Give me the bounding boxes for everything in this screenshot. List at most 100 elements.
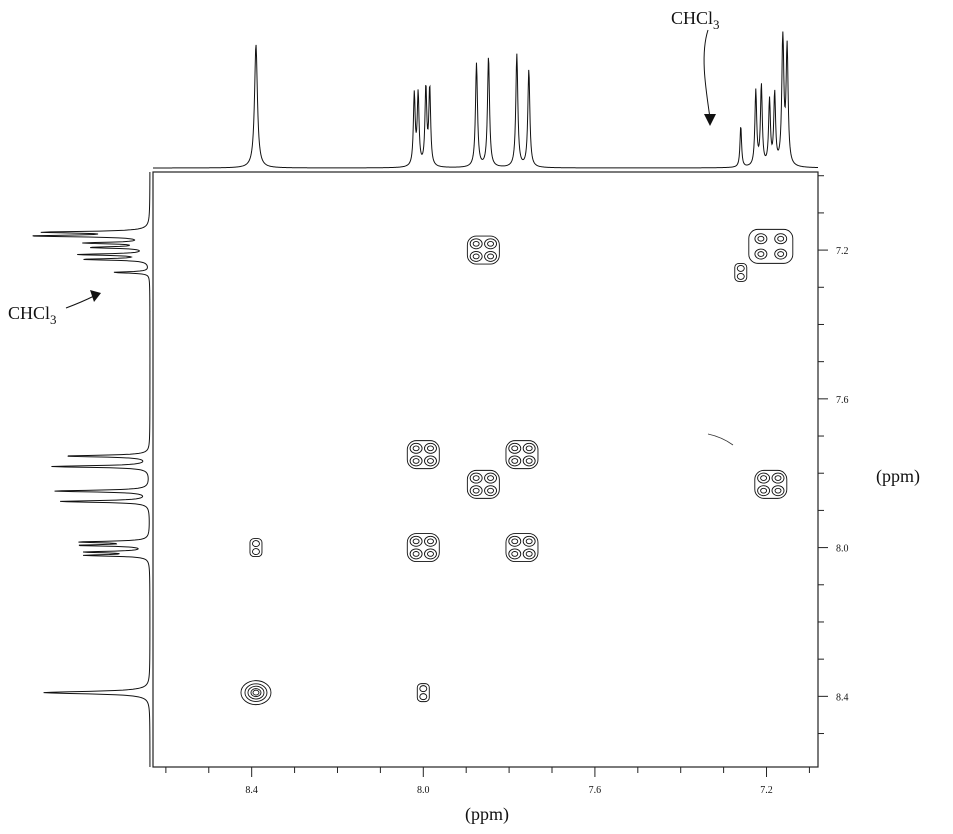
stray-mark — [707, 433, 734, 446]
chcl3-top-arrow — [703, 29, 711, 119]
contour-ring — [508, 535, 522, 547]
contour-ring — [484, 250, 498, 262]
contour-ring — [469, 485, 483, 497]
cross-peak — [466, 469, 500, 499]
cross-peak — [734, 262, 748, 282]
contour-ring — [754, 248, 768, 260]
contour-ring — [419, 685, 428, 693]
chcl3-label-left: CHCl3 — [8, 290, 101, 327]
contour-ring — [508, 548, 522, 560]
contour-ring — [484, 238, 498, 250]
plot-frame — [152, 171, 819, 768]
contour-ring — [484, 485, 498, 497]
contour-ring — [774, 487, 782, 494]
contour-ring — [771, 485, 785, 497]
contour-ring — [771, 472, 785, 484]
contour-ring — [754, 233, 768, 245]
y-tick-label: 8.4 — [836, 692, 849, 703]
contour-ring — [409, 455, 423, 467]
chcl3-left-arrowhead — [90, 290, 101, 302]
contour-ring — [511, 538, 519, 545]
cross-peak — [505, 440, 539, 470]
contour-ring — [774, 233, 788, 245]
chcl3-left-arrow — [65, 295, 95, 309]
chcl3-left-sub: 3 — [50, 312, 57, 327]
cross-peak — [754, 469, 788, 499]
contour-outline — [466, 235, 500, 265]
x-tick-label: 7.6 — [589, 785, 602, 796]
contour-ring — [424, 442, 437, 454]
contour-ring — [427, 445, 434, 452]
contour-ring — [409, 442, 423, 454]
x-axis: 8.4 8.0 7.6 7.2 — [165, 767, 810, 796]
contour-ring — [487, 487, 495, 494]
cross-peaks — [240, 228, 794, 706]
cross-peak — [505, 533, 539, 563]
contour-ring — [424, 548, 437, 560]
contour-outline — [505, 533, 539, 563]
contour-ring — [469, 238, 483, 250]
x-tick-label: 7.2 — [760, 785, 773, 796]
contour-ring — [522, 535, 536, 547]
contour-outline — [754, 469, 788, 499]
contour-ring — [757, 472, 771, 484]
top-1d-spectrum — [153, 31, 819, 169]
contour-ring — [409, 548, 423, 560]
x-axis-label: (ppm) — [465, 804, 509, 825]
contour-ring — [511, 551, 519, 557]
contour-ring — [247, 685, 265, 700]
y-axis: 7.2 7.6 8.0 8.4 — [818, 175, 849, 735]
svg-text:CHCl3: CHCl3 — [8, 303, 57, 327]
contour-ring — [487, 240, 495, 247]
contour-ring — [252, 540, 260, 548]
contour-ring — [508, 442, 522, 454]
contour-ring — [472, 240, 480, 247]
contour-ring — [412, 445, 420, 452]
contour-ring — [522, 455, 536, 467]
contour-ring — [252, 689, 260, 696]
contour-ring — [427, 551, 434, 557]
contour-ring — [774, 475, 782, 481]
contour-outline — [406, 440, 440, 470]
x-tick-label: 8.0 — [417, 785, 430, 796]
contour-ring — [522, 548, 536, 560]
contour-ring — [487, 475, 495, 481]
contour-ring — [469, 250, 483, 262]
contour-ring — [244, 683, 268, 702]
contour-ring — [427, 458, 434, 464]
contour-ring — [511, 445, 519, 452]
contour-outline — [249, 538, 263, 558]
contour-ring — [757, 251, 765, 257]
contour-ring — [412, 538, 420, 545]
left-1d-spectrum — [32, 171, 151, 767]
contour-ring — [469, 472, 483, 484]
contour-outline — [505, 440, 539, 470]
chcl3-top-text: CHCl — [671, 8, 713, 28]
cross-peak — [240, 680, 272, 706]
cross-peak — [416, 683, 430, 703]
contour-ring — [525, 551, 533, 557]
contour-ring — [760, 475, 768, 481]
contour-ring — [525, 445, 533, 452]
contour-ring — [424, 535, 437, 547]
contour-ring — [525, 458, 533, 464]
contour-ring — [736, 272, 745, 280]
contour-ring — [777, 235, 785, 242]
svg-text:CHCl3: CHCl3 — [671, 8, 720, 32]
contour-ring — [252, 548, 260, 556]
cross-peak — [748, 228, 794, 264]
contour-outline — [748, 228, 794, 264]
chcl3-left-text: CHCl — [8, 303, 50, 323]
y-tick-label: 7.2 — [836, 246, 849, 257]
contour-ring — [484, 472, 498, 484]
contour-ring — [472, 475, 480, 481]
y-tick-label: 7.6 — [836, 395, 849, 406]
contour-ring — [472, 487, 480, 494]
contour-ring — [760, 487, 768, 494]
contour-outline — [416, 683, 430, 703]
contour-ring — [412, 551, 420, 557]
contour-ring — [412, 458, 420, 464]
cross-peak — [406, 533, 440, 563]
